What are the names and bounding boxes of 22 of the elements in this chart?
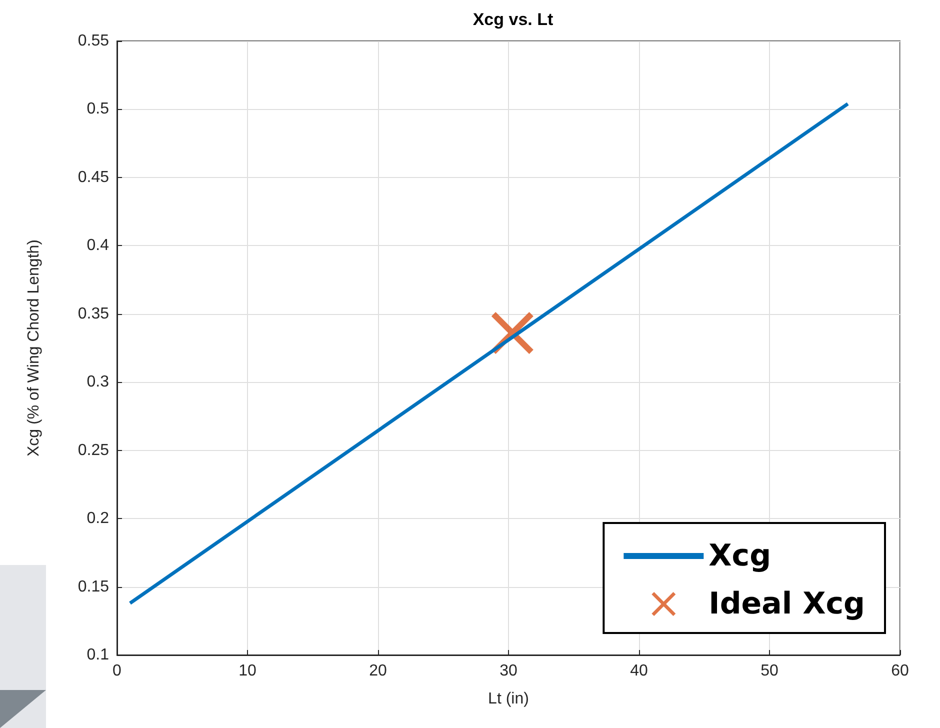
x-tick-label: 30 — [500, 662, 518, 680]
y-tick-label: 0.4 — [86, 237, 110, 254]
y-tick-label: 0.35 — [78, 305, 110, 322]
legend-label: Ideal Xcg — [708, 586, 865, 622]
y-tick-label: 0.55 — [78, 32, 110, 50]
x-axis-title: Lt (in) — [488, 690, 529, 708]
y-tick-label: 0.25 — [78, 442, 110, 459]
y-axis-title: Xcg (% of Wing Chord Length) — [26, 240, 42, 456]
y-tick-label: 0.15 — [78, 578, 110, 596]
x-tick-label: 50 — [760, 662, 778, 680]
x-tick-label: 40 — [630, 662, 648, 680]
x-tick-label: 10 — [238, 662, 256, 680]
y-tick-label: 0.3 — [86, 374, 110, 391]
x-tick-label: 0 — [112, 662, 122, 680]
legend-label: Xcg — [708, 538, 772, 574]
y-tick-label: 0.2 — [86, 510, 110, 528]
x-tick-label: 20 — [369, 662, 387, 680]
y-tick-label: 0.5 — [86, 100, 110, 118]
x-tick-label: 60 — [891, 662, 909, 680]
y-tick-label: 0.1 — [86, 646, 110, 664]
y-tick-label: 0.45 — [78, 168, 110, 186]
chart-title: Xcg vs. Lt — [472, 10, 554, 29]
